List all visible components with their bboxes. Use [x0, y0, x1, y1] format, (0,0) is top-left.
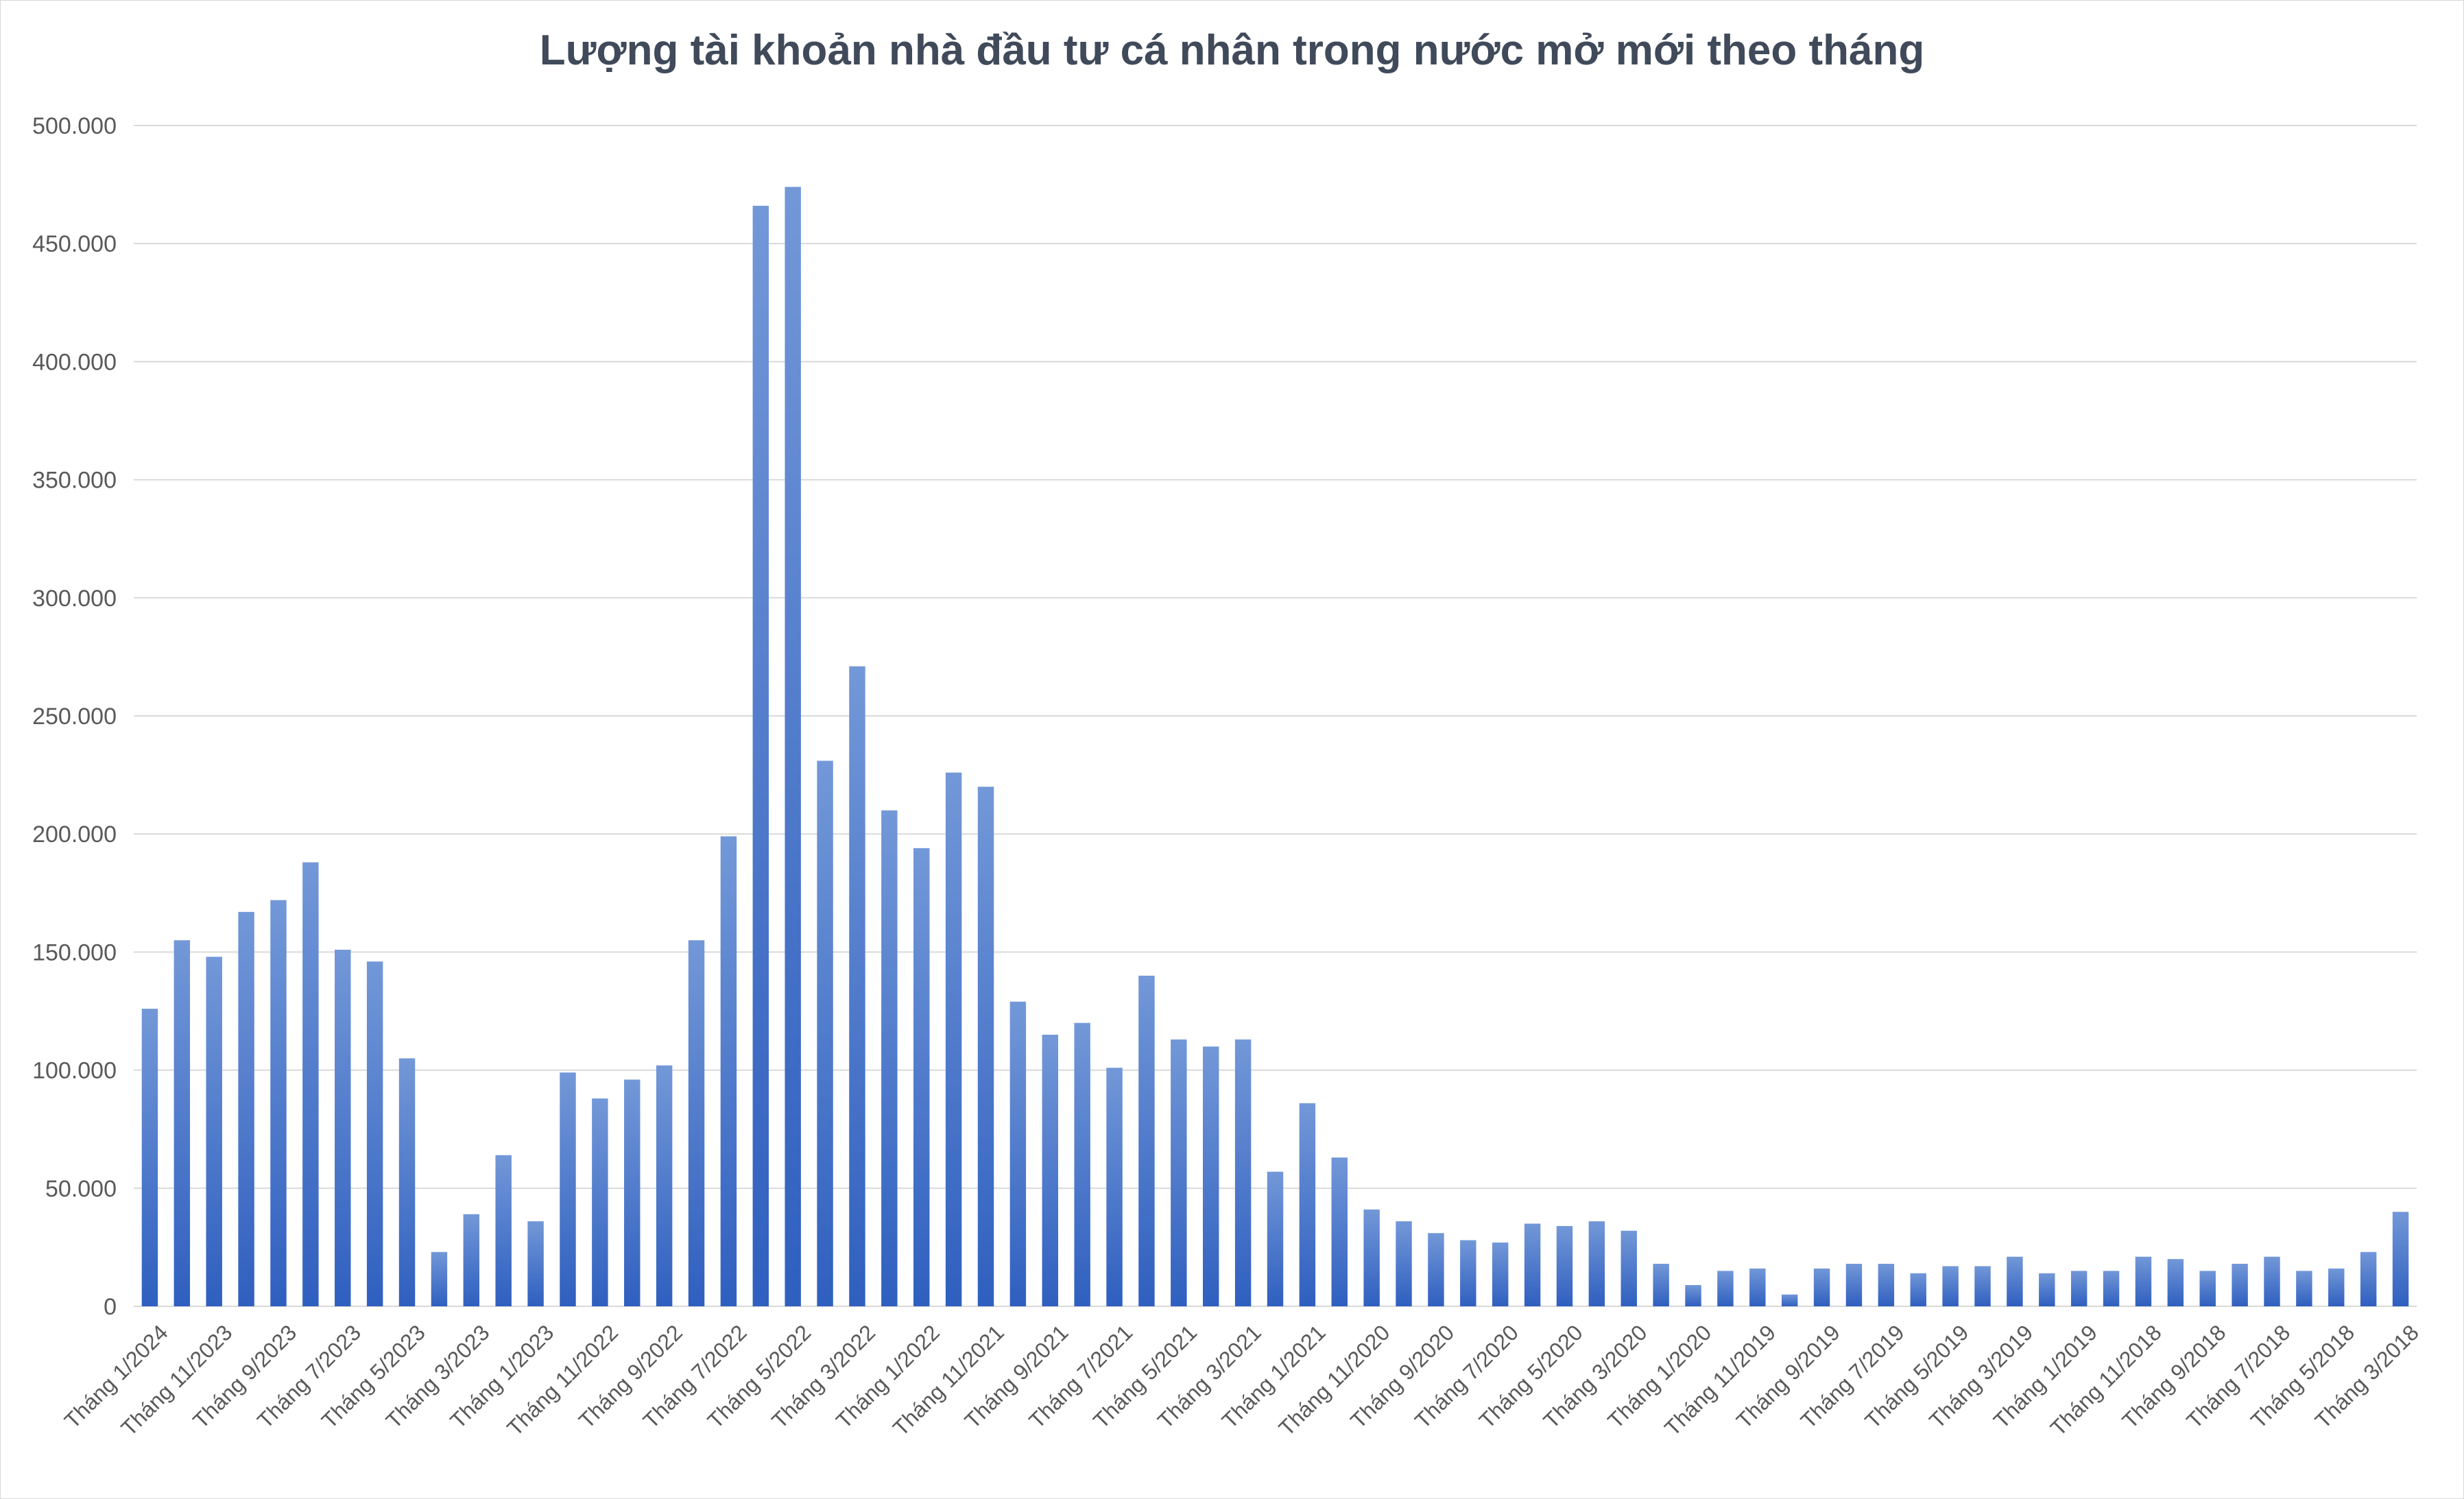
- bar: [1396, 1221, 1412, 1306]
- bar: [1524, 1223, 1541, 1306]
- bar: [141, 1009, 158, 1306]
- bar: [624, 1079, 641, 1306]
- y-tick-label: 250.000: [32, 704, 117, 730]
- bar: [2392, 1212, 2409, 1306]
- bar: [2296, 1271, 2312, 1306]
- bar: [1620, 1230, 1637, 1306]
- bar: [1685, 1285, 1701, 1306]
- bar: [2135, 1256, 2152, 1306]
- y-tick-label: 300.000: [32, 586, 117, 612]
- bar: [1717, 1271, 1734, 1306]
- bar: [592, 1098, 608, 1306]
- y-tick-label: 350.000: [32, 468, 117, 494]
- bar: [1749, 1268, 1766, 1306]
- bar: [1588, 1221, 1605, 1306]
- bar: [688, 940, 705, 1306]
- bar: [1492, 1243, 1509, 1306]
- bars: [141, 187, 2409, 1307]
- bar: [2199, 1271, 2216, 1306]
- bar: [495, 1155, 512, 1306]
- bar: [1234, 1039, 1252, 1306]
- y-tick-label: 450.000: [32, 231, 117, 257]
- bar: [238, 911, 254, 1306]
- bar: [1942, 1266, 1959, 1306]
- bar: [1781, 1294, 1798, 1306]
- bar: [1106, 1068, 1123, 1306]
- bar: [366, 961, 383, 1306]
- y-tick-label: 50.000: [45, 1176, 117, 1202]
- bar: [1042, 1034, 1059, 1306]
- bar: [174, 940, 191, 1306]
- bar: [1203, 1046, 1219, 1306]
- y-tick-label: 500.000: [32, 113, 117, 139]
- bar: [977, 787, 994, 1306]
- bar: [1910, 1273, 1926, 1306]
- bar: [2328, 1268, 2345, 1306]
- bar: [785, 187, 801, 1306]
- bar: [2103, 1271, 2120, 1306]
- bar: [1074, 1022, 1090, 1306]
- bar: [398, 1058, 416, 1306]
- bar: [1878, 1264, 1895, 1306]
- bar: [2007, 1256, 2023, 1306]
- y-tick-label: 200.000: [32, 822, 117, 848]
- bar: [206, 957, 222, 1306]
- bar: [881, 810, 898, 1306]
- bar: [1331, 1158, 1348, 1306]
- y-tick-label: 400.000: [32, 349, 117, 375]
- bar: [1845, 1264, 1863, 1306]
- bar: [1267, 1171, 1284, 1306]
- bar: [463, 1214, 480, 1306]
- bar: [2232, 1264, 2248, 1306]
- x-tick-label: Tháng 11/2019: [1660, 1320, 1780, 1441]
- bar: [270, 900, 287, 1306]
- gridlines: [134, 125, 2417, 1307]
- bar: [945, 772, 962, 1306]
- bar: [720, 836, 737, 1306]
- bar: [431, 1251, 448, 1306]
- bar: [2039, 1273, 2055, 1306]
- bar: [1428, 1233, 1444, 1306]
- bar: [1171, 1039, 1187, 1306]
- bar: [1460, 1240, 1476, 1306]
- bar: [1363, 1209, 1380, 1306]
- bar: [752, 206, 769, 1307]
- bar: [1299, 1103, 1316, 1306]
- chart-title: Lượng tài khoản nhà đầu tư cá nhân trong…: [539, 27, 1925, 74]
- bar: [913, 848, 930, 1306]
- bar: [2264, 1256, 2280, 1306]
- bar: [656, 1065, 673, 1306]
- bar: [1813, 1268, 1830, 1306]
- bar: [527, 1221, 544, 1306]
- bar: [2070, 1271, 2088, 1306]
- x-tick-label: Tháng 11/2021: [888, 1320, 1009, 1441]
- x-tick-label: Tháng 11/2022: [502, 1320, 623, 1441]
- bar: [1009, 1001, 1027, 1306]
- x-tick-label: Tháng 11/2020: [1274, 1320, 1395, 1441]
- y-axis-ticks: 0 50.000 100.000 150.000 200.000 250.000 300.0…: [32, 113, 117, 1320]
- bar: [849, 666, 865, 1306]
- y-tick-label: 150.000: [32, 939, 117, 966]
- bar: [1653, 1264, 1669, 1306]
- bar: [1138, 975, 1155, 1306]
- x-tick-label: Tháng 11/2023: [117, 1320, 237, 1441]
- bar: [817, 760, 833, 1306]
- x-tick-label: Tháng 11/2018: [2046, 1320, 2166, 1441]
- bar: [302, 862, 319, 1306]
- y-tick-label: 100.000: [32, 1058, 117, 1084]
- bar: [1556, 1225, 1573, 1306]
- bar: [335, 949, 351, 1306]
- bar: [2167, 1259, 2184, 1306]
- bar: [560, 1072, 576, 1306]
- y-tick-label: 0: [104, 1294, 117, 1320]
- bar: [2360, 1251, 2377, 1306]
- bar: [1974, 1266, 1991, 1306]
